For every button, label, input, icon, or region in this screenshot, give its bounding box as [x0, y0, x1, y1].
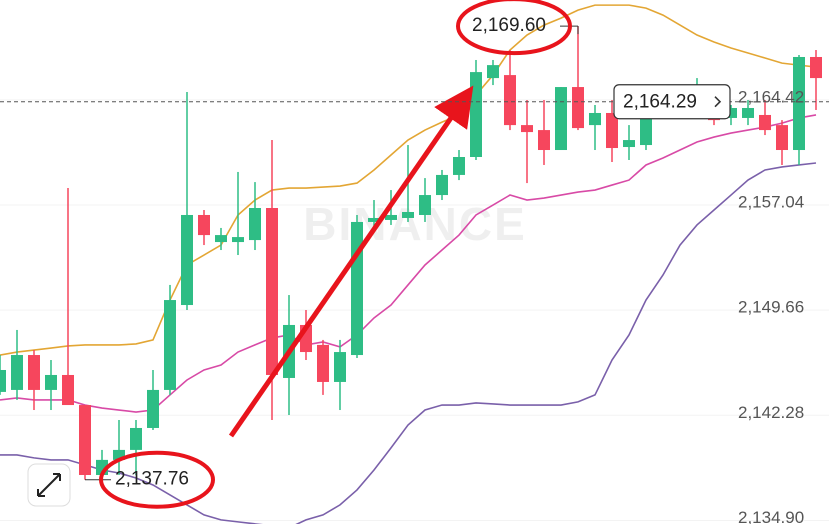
current-price-chevron	[714, 96, 722, 108]
y-tick-label: 2,164.42	[738, 87, 804, 106]
candle-body	[589, 112, 601, 126]
candle-body	[62, 374, 74, 406]
current-price-label: 2,164.29	[623, 92, 697, 113]
candle-body	[147, 389, 159, 428]
y-tick-label: 2,134.90	[738, 508, 804, 524]
y-tick-label: 2,149.66	[738, 298, 804, 317]
current-price-box	[613, 84, 731, 120]
trend-arrow	[228, 85, 474, 438]
watermark: BINANCE	[303, 198, 527, 250]
annotation-circle	[99, 450, 215, 509]
expand-icon	[37, 473, 61, 497]
candle-body	[419, 195, 431, 215]
candle-body	[606, 112, 618, 149]
candle-body	[402, 211, 414, 218]
candle-body	[487, 65, 499, 79]
candle-body	[572, 87, 584, 129]
candle-body	[317, 344, 329, 382]
candle-body	[810, 56, 822, 79]
expand-button[interactable]	[27, 463, 71, 507]
candle-body	[538, 130, 550, 151]
candle-body	[215, 235, 227, 243]
candle-body	[436, 174, 448, 196]
band-line	[0, 162, 817, 524]
annotation-label: 2,169.60	[472, 15, 546, 36]
candle-body	[130, 427, 142, 450]
candle-body	[470, 72, 482, 158]
candle-body	[232, 237, 244, 243]
candle-body	[113, 449, 125, 460]
grid	[0, 99, 829, 521]
candle-body	[453, 157, 465, 175]
candle-body	[0, 369, 6, 392]
y-tick-label: 2,142.28	[738, 403, 804, 422]
annotation-label: 2,137.76	[115, 469, 189, 490]
candle-body	[759, 114, 771, 131]
candle-body	[11, 355, 23, 390]
candle-body	[45, 374, 57, 390]
candle-body	[725, 107, 737, 118]
candle-body	[249, 208, 261, 241]
candle-body	[385, 214, 397, 220]
band-line	[0, 4, 817, 356]
candle-body	[776, 125, 788, 151]
y-tick-label: 2,157.04	[738, 192, 804, 211]
candle-body	[181, 214, 193, 306]
candle-body	[351, 221, 363, 356]
band-line	[0, 114, 817, 413]
candle-body	[266, 208, 278, 375]
candle-body	[164, 300, 176, 390]
candle-body	[79, 405, 91, 475]
annotation-circle	[456, 0, 572, 56]
candle-body	[793, 56, 805, 151]
candle-body	[368, 217, 380, 222]
bands	[0, 4, 817, 524]
candle-body	[742, 107, 754, 118]
candle-body	[623, 140, 635, 148]
candle-body	[198, 214, 210, 236]
candle-body	[504, 75, 516, 126]
candle-body	[521, 125, 533, 133]
candles	[0, 26, 822, 480]
candle-body	[334, 352, 346, 382]
candle-body	[28, 355, 40, 390]
candle-body	[555, 87, 567, 151]
